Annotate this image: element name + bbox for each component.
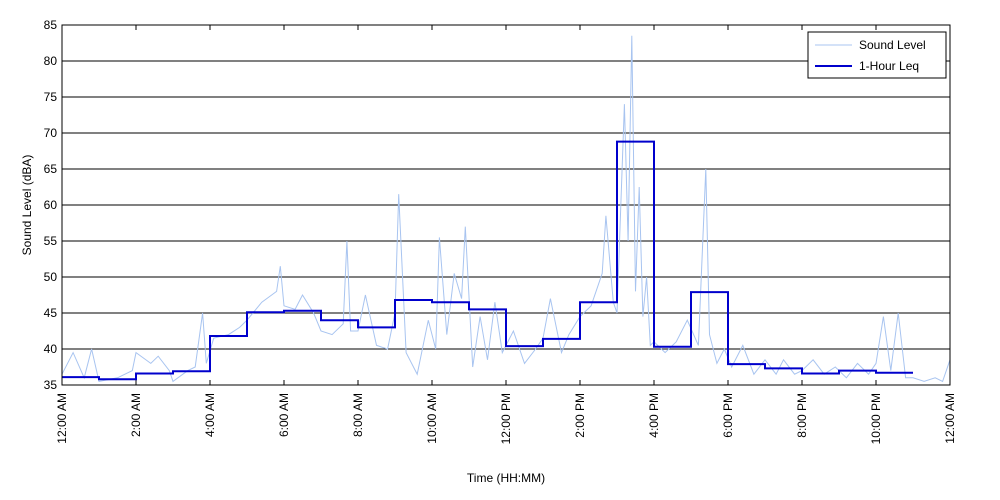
legend-label-1-hour-leq: 1-Hour Leq	[859, 59, 919, 73]
y-tick-label: 55	[44, 234, 58, 248]
x-tick-label: 12:00 AM	[943, 393, 957, 444]
y-tick-label: 65	[44, 162, 58, 176]
x-tick-label: 2:00 PM	[573, 393, 587, 438]
legend: Sound Level 1-Hour Leq	[807, 31, 947, 79]
x-tick-label: 8:00 AM	[351, 393, 365, 437]
x-tick-label: 4:00 AM	[203, 393, 217, 437]
y-axis-title: Sound Level (dBA)	[20, 155, 34, 256]
x-tick-label: 6:00 AM	[277, 393, 291, 437]
y-tick-label: 70	[44, 126, 58, 140]
x-tick-label: 4:00 PM	[647, 393, 661, 438]
y-tick-label: 80	[44, 54, 58, 68]
y-tick-label: 60	[44, 198, 58, 212]
x-tick-label: 8:00 PM	[795, 393, 809, 438]
series-line-sound-level	[62, 35, 950, 383]
x-tick-label: 6:00 PM	[721, 393, 735, 438]
y-tick-label: 40	[44, 342, 58, 356]
x-tick-label: 10:00 PM	[869, 393, 883, 444]
y-ticks: 35 40 45 50 55 60 65 70 75 80 85	[44, 18, 950, 392]
x-tick-label: 12:00 PM	[499, 393, 513, 444]
x-tick-label: 2:00 AM	[129, 393, 143, 437]
legend-box	[807, 31, 947, 79]
x-tick-label: 10:00 AM	[425, 393, 439, 444]
y-tick-label: 85	[44, 18, 58, 32]
x-ticks: 12:00 AM 2:00 AM 4:00 AM 6:00 AM 8:00 AM 10:0…	[55, 25, 957, 444]
y-tick-label: 45	[44, 306, 58, 320]
series-line-1-hour-leq	[62, 140, 913, 381]
y-tick-label: 75	[44, 90, 58, 104]
series-group	[62, 35, 950, 383]
y-tick-label: 35	[44, 378, 58, 392]
x-tick-label: 12:00 AM	[55, 393, 69, 444]
y-tick-label: 50	[44, 270, 58, 284]
legend-label-sound-level: Sound Level	[859, 38, 926, 52]
x-axis-title: Time (HH:MM)	[467, 471, 545, 485]
plot-frame	[61, 24, 951, 386]
